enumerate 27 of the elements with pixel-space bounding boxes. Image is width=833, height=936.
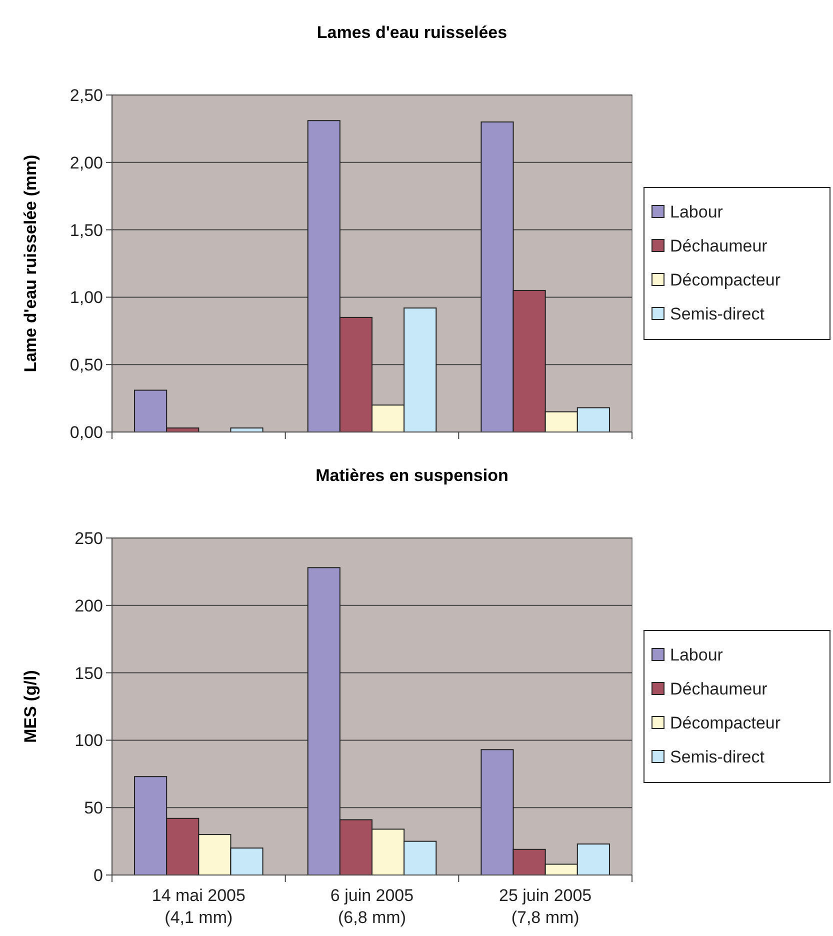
- y-tick-label: 0,50: [70, 356, 103, 375]
- legend-label: Décompacteur: [670, 713, 781, 732]
- chart-title: Lames d'eau ruisselées: [316, 23, 508, 42]
- legend-label: Déchaumeur: [670, 679, 768, 698]
- y-tick-label: 0: [94, 866, 103, 885]
- y-tick-label: 150: [74, 664, 103, 683]
- legend-label: Décompacteur: [670, 270, 781, 290]
- x-tick-label: 6 juin 2005 (6,8 mm): [330, 886, 414, 927]
- y-tick-label: 50: [84, 798, 103, 818]
- legend-label: Semis-direct: [670, 747, 765, 766]
- y-tick-label: 100: [74, 731, 103, 750]
- y-tick-label: 2,00: [70, 153, 103, 172]
- y-tick-label: 200: [74, 596, 103, 616]
- y-tick-label: 1,50: [70, 220, 103, 240]
- x-tick-label: 25 juin 2005 (7,8 mm): [499, 886, 592, 927]
- y-axis-title: Lame d'eau ruisselée (mm): [21, 154, 40, 372]
- x-tick-label: 14 mai 2005 (4,1 mm): [152, 886, 246, 927]
- chart-title: Matières en suspension: [316, 466, 508, 485]
- y-tick-label: 0,00: [70, 422, 103, 442]
- legend-label: Labour: [670, 202, 724, 222]
- y-axis-title: MES (g/l): [21, 670, 40, 743]
- legend-label: Semis-direct: [670, 304, 765, 324]
- y-tick-label: 2,50: [70, 86, 103, 105]
- legend-label: Labour: [670, 645, 724, 664]
- legend-label: Déchaumeur: [670, 236, 768, 256]
- y-tick-label: 1,00: [70, 288, 103, 308]
- y-tick-label: 250: [74, 528, 103, 548]
